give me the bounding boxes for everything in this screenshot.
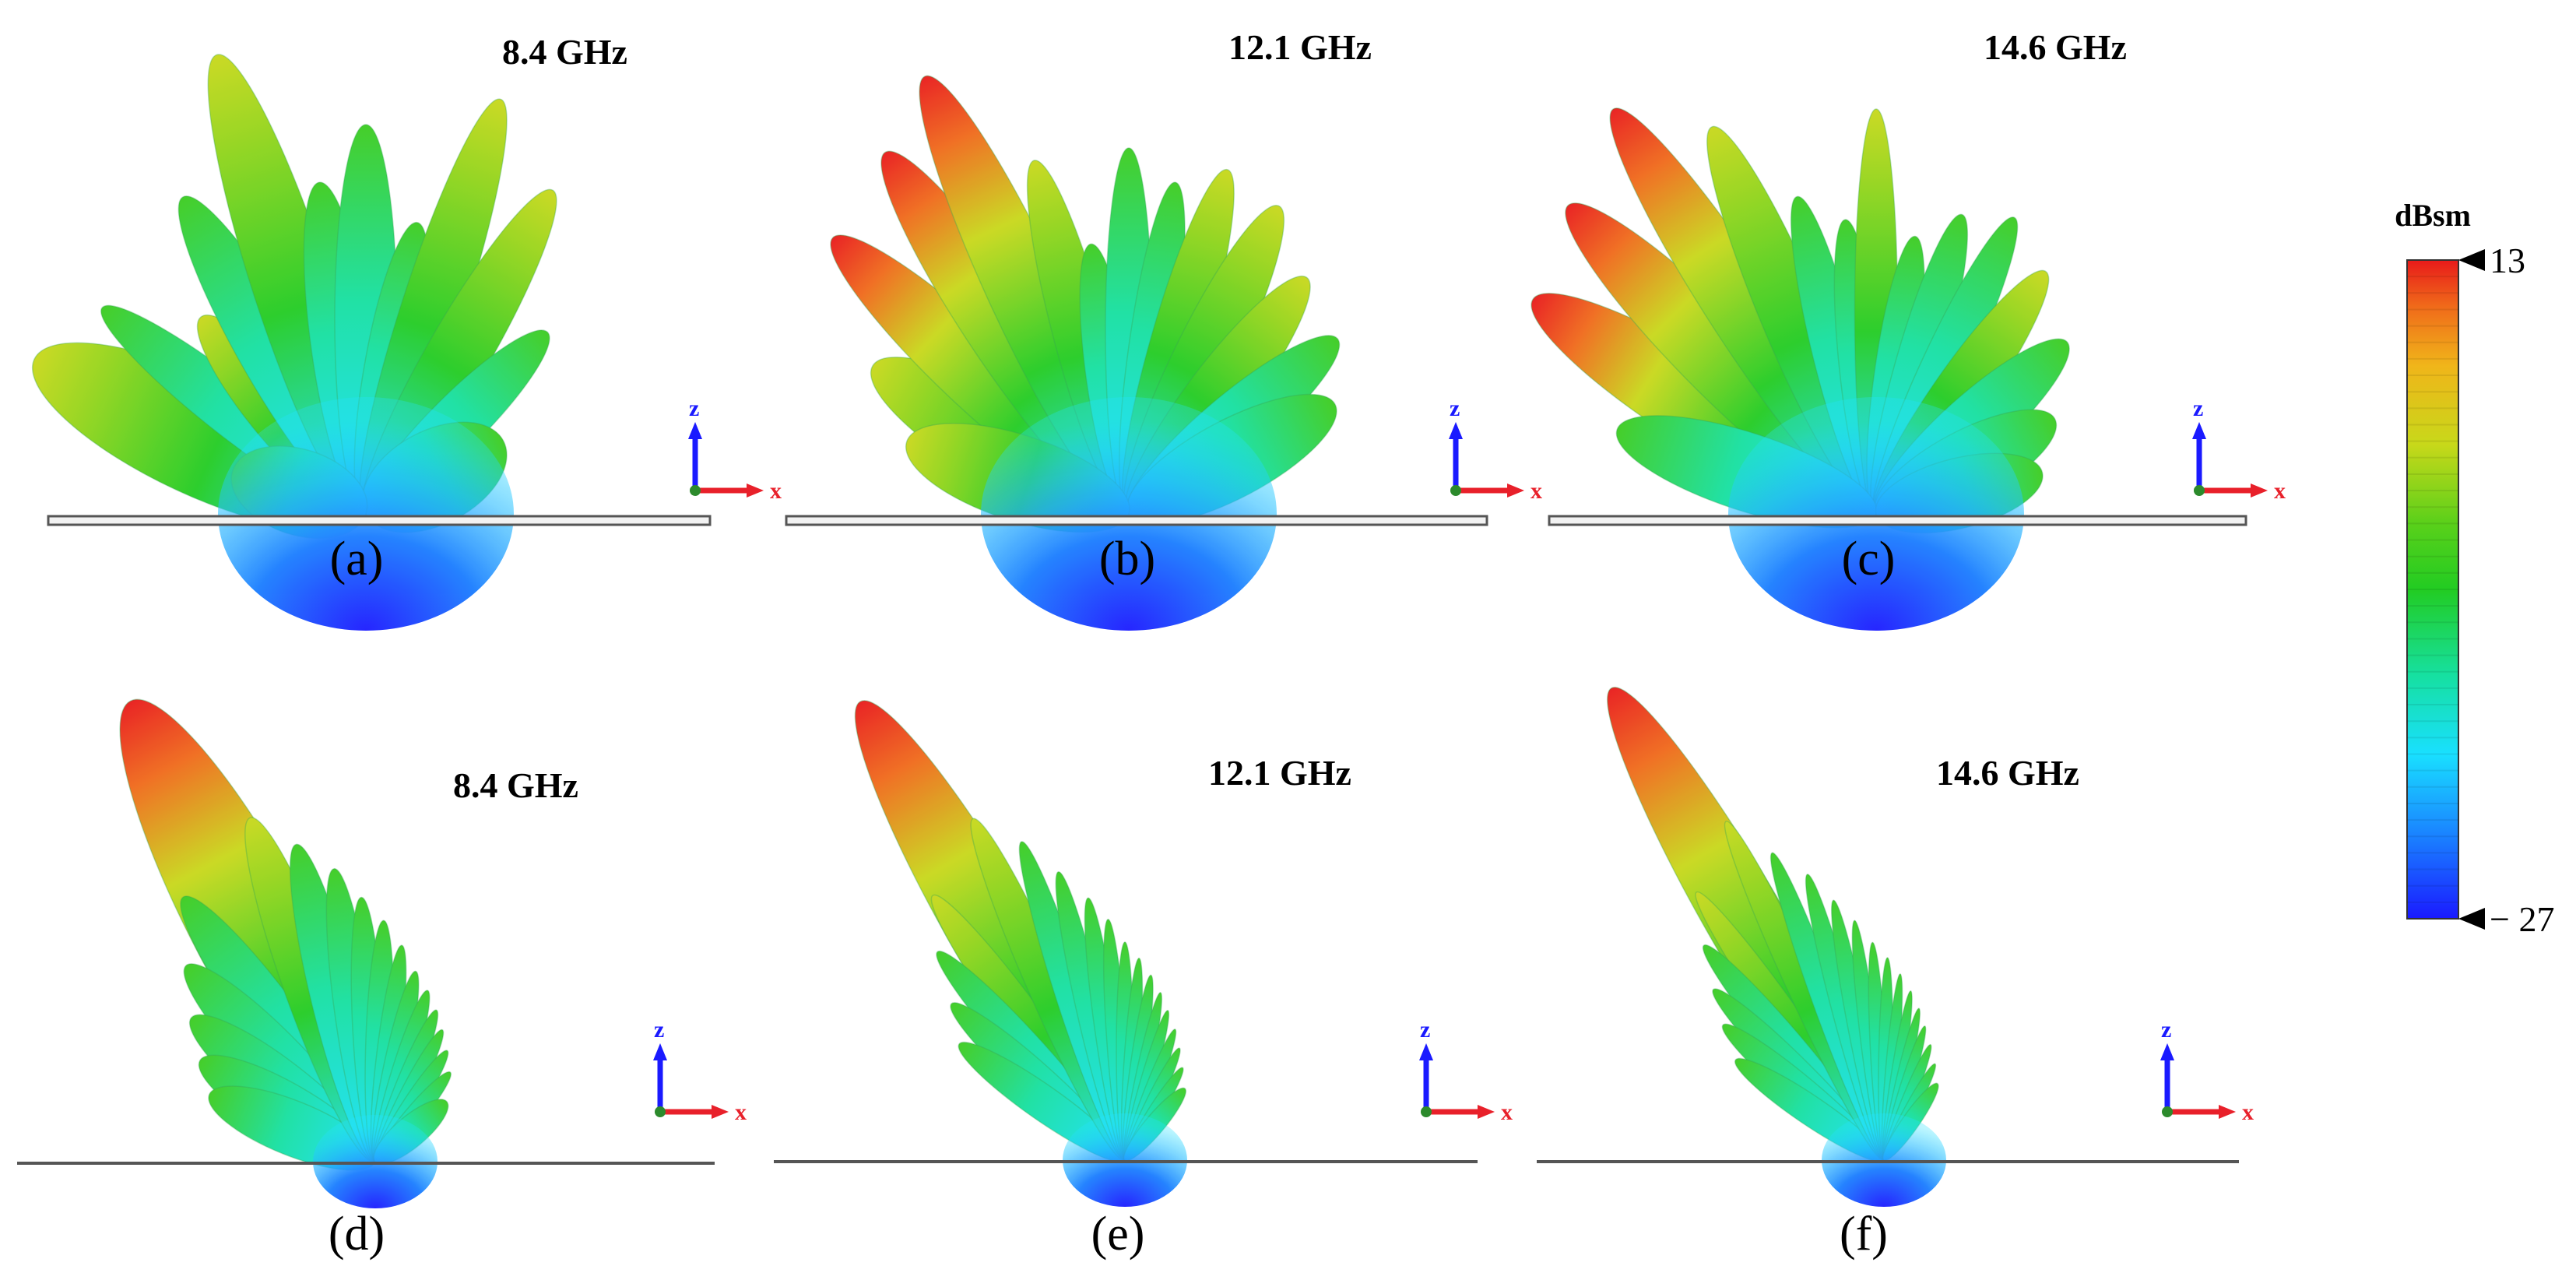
- x-axis-label: x: [1530, 478, 1542, 504]
- frequency-label-b: 12.1 GHz: [1228, 27, 1372, 67]
- colorbar: dBsm 13 − 27: [2395, 198, 2554, 939]
- pattern-base-b: [981, 397, 1277, 631]
- panel-d: zx8.4 GHz(d): [17, 698, 747, 1261]
- z-axis-label: z: [654, 1017, 664, 1043]
- colorbar-max-marker-icon: [2458, 249, 2485, 271]
- axis-triad-e: zx: [1419, 1017, 1513, 1125]
- ground-plane-a: [47, 515, 712, 526]
- axis-triad-f: zx: [2160, 1017, 2254, 1125]
- axis-origin: [1450, 485, 1461, 496]
- z-axis-label: z: [1450, 396, 1460, 421]
- rcs-pattern-e: [854, 700, 1187, 1207]
- x-arrowhead-icon: [712, 1105, 729, 1119]
- subfigure-label-a: (a): [330, 533, 384, 585]
- pattern-base-a: [218, 397, 514, 631]
- z-axis-label: z: [2161, 1017, 2171, 1043]
- ground-plane-c: [1548, 515, 2247, 526]
- colorbar-min-label: − 27: [2490, 899, 2554, 939]
- rcs-pattern-f: [1606, 687, 1946, 1207]
- rcs-pattern-b: [830, 75, 1341, 631]
- panel-a: zx8.4 GHz(a): [31, 32, 782, 631]
- x-arrowhead-icon: [2219, 1105, 2236, 1119]
- frequency-label-c: 14.6 GHz: [1984, 27, 2127, 67]
- axis-origin: [655, 1106, 666, 1117]
- rcs-pattern-a: [31, 54, 557, 631]
- frequency-label-a: 8.4 GHz: [502, 32, 627, 72]
- z-arrowhead-icon: [1449, 422, 1463, 439]
- pattern-base-c: [1728, 397, 2024, 631]
- subfigure-label-c: (c): [1842, 533, 1896, 585]
- colorbar-unit: dBsm: [2395, 198, 2471, 233]
- axis-triad-d: zx: [653, 1017, 747, 1125]
- x-axis-label: x: [770, 478, 782, 504]
- x-axis-label: x: [735, 1099, 747, 1125]
- frequency-label-e: 12.1 GHz: [1208, 753, 1351, 793]
- rcs-pattern-c: [1530, 107, 2070, 631]
- colorbar-gradient: [2406, 259, 2459, 920]
- axis-origin: [2194, 485, 2205, 496]
- axis-origin: [2162, 1106, 2173, 1117]
- subfigure-label-b: (b): [1099, 533, 1155, 585]
- colorbar-min-marker-icon: [2458, 908, 2485, 930]
- axis-origin: [690, 485, 701, 496]
- x-arrowhead-icon: [1507, 484, 1524, 498]
- x-axis-label: x: [1501, 1099, 1513, 1125]
- x-arrowhead-icon: [747, 484, 764, 498]
- z-arrowhead-icon: [653, 1043, 667, 1060]
- z-axis-label: z: [2193, 396, 2203, 421]
- frequency-label-f: 14.6 GHz: [1936, 753, 2079, 793]
- z-arrowhead-icon: [688, 422, 702, 439]
- colorbar-max-label: 13: [2490, 241, 2525, 280]
- z-arrowhead-icon: [2160, 1043, 2174, 1060]
- z-axis-label: z: [689, 396, 699, 421]
- rcs-pattern-d: [119, 698, 452, 1208]
- subfigure-label-e: (e): [1091, 1208, 1145, 1261]
- subfigure-label-f: (f): [1840, 1208, 1888, 1261]
- x-arrowhead-icon: [1478, 1105, 1495, 1119]
- frequency-label-d: 8.4 GHz: [453, 765, 578, 805]
- x-axis-label: x: [2242, 1099, 2254, 1125]
- subfigure-label-d: (d): [329, 1208, 385, 1261]
- z-arrowhead-icon: [2192, 422, 2206, 439]
- ground-plane-b: [785, 515, 1488, 526]
- axis-origin: [1421, 1106, 1432, 1117]
- axis-triad-a: zx: [688, 396, 782, 504]
- axis-triad-c: zx: [2192, 396, 2286, 504]
- axis-triad-b: zx: [1449, 396, 1542, 504]
- x-axis-label: x: [2274, 478, 2286, 504]
- z-arrowhead-icon: [1419, 1043, 1433, 1060]
- x-arrowhead-icon: [2251, 484, 2268, 498]
- z-axis-label: z: [1420, 1017, 1430, 1043]
